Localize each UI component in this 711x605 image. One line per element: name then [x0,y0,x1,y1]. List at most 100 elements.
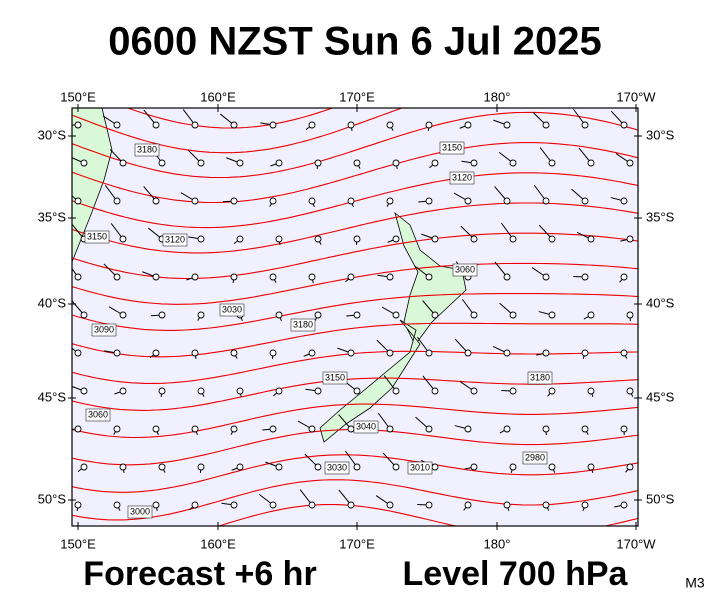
wind-station [153,350,159,356]
wind-station [582,274,588,280]
wind-station [354,464,360,470]
wind-station [276,236,282,242]
wind-station [159,160,165,166]
wind-station [114,274,120,280]
wind-station [120,464,126,470]
wind-station [309,350,315,356]
wind-station [432,236,438,242]
wind-station [465,426,471,432]
wind-station [120,312,126,318]
wind-station [237,236,243,242]
forecast-label: Forecast +6 hr [83,555,316,593]
wind-station [432,312,438,318]
wind-station [387,198,393,204]
wind-station [270,502,276,508]
wind-station [426,198,432,204]
wind-station [354,236,360,242]
wind-station [237,388,243,394]
wind-station [75,350,81,356]
contour-label: 3180 [530,372,550,382]
wind-station [114,122,120,128]
contour-label: 3150 [87,231,107,241]
wind-station [192,274,198,280]
wind-station [387,502,393,508]
wind-station [549,160,555,166]
wind-station [192,350,198,356]
contour-label: 3120 [452,172,472,182]
wind-station [354,160,360,166]
wind-station [582,502,588,508]
lat-label: 50°S [646,491,675,506]
lon-label: 170°E [339,89,375,104]
contour-label: 3180 [137,144,157,154]
wind-station [471,236,477,242]
wind-station [348,122,354,128]
wind-station [153,198,159,204]
wind-station [309,198,315,204]
wind-station [549,236,555,242]
wind-station [81,312,87,318]
wind-station [543,122,549,128]
wind-station [393,464,399,470]
wind-station [465,502,471,508]
lon-label: 170°W [616,89,656,104]
wind-station [504,502,510,508]
wind-station [471,388,477,394]
lon-label: 160°E [200,89,236,104]
wind-station [549,312,555,318]
lat-label: 45°S [646,389,675,404]
wind-station [231,274,237,280]
wind-station [237,464,243,470]
wind-station [627,388,633,394]
contour-label: 3030 [327,462,347,472]
wind-station [510,160,516,166]
wind-station [549,464,555,470]
wind-station [387,122,393,128]
wind-station [315,464,321,470]
wind-station [621,502,627,508]
wind-station [120,160,126,166]
wind-station [153,122,159,128]
wind-station [387,350,393,356]
wind-station [465,350,471,356]
wind-station [432,388,438,394]
wind-station [81,388,87,394]
lon-label: 180° [484,89,511,104]
wind-station [393,388,399,394]
lat-label: 40°S [38,295,67,310]
lon-label: 160°E [200,536,236,551]
wind-station [426,502,432,508]
contour-label: 3010 [410,462,430,472]
wind-station [543,502,549,508]
wind-station [627,312,633,318]
wind-station [348,198,354,204]
wind-station [309,502,315,508]
wind-station [582,122,588,128]
contour-label: 3060 [88,409,108,419]
wind-station [348,274,354,280]
wind-station [231,502,237,508]
wind-station [231,198,237,204]
wind-station [276,464,282,470]
wind-station [465,122,471,128]
wind-station [627,464,633,470]
wind-station [348,502,354,508]
wind-station [543,426,549,432]
wind-station [276,160,282,166]
wind-station [426,426,432,432]
wind-station [393,160,399,166]
wind-station [315,312,321,318]
wind-station [510,464,516,470]
wind-station [348,426,354,432]
contour-label: 3150 [325,372,345,382]
wind-station [198,160,204,166]
wind-station [504,122,510,128]
wind-station [621,122,627,128]
wind-station [426,122,432,128]
wind-station [75,502,81,508]
wind-station [465,198,471,204]
wind-station [588,236,594,242]
wind-station [231,426,237,432]
wind-station [81,160,87,166]
